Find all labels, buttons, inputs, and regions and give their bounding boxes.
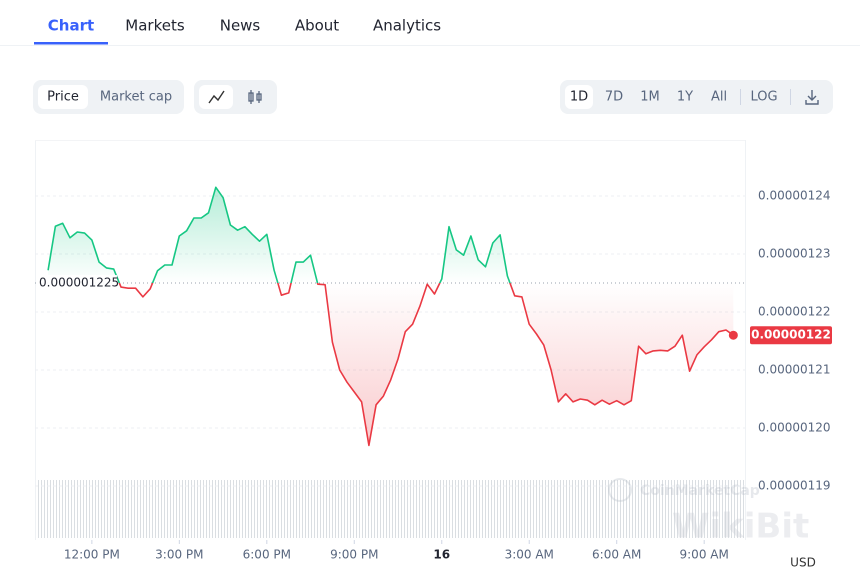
x-tick-label: 9:00 AM: [680, 548, 729, 562]
range-toggle: [560, 80, 833, 114]
y-unit: USD: [790, 556, 816, 570]
watermark-text: CoinMarketCap: [640, 483, 760, 499]
watermark: CoinMarketCap WikiBit: [608, 478, 809, 547]
line-icon: [208, 90, 225, 104]
y-tick-label: 0.00000120: [758, 421, 831, 435]
y-tick-label: 0.00000124: [758, 189, 831, 203]
price-tag-label: 0.00000122: [751, 328, 831, 342]
x-tick-label: 6:00 PM: [243, 548, 291, 562]
tab[interactable]: Analytics: [373, 17, 441, 35]
volume-bars: [35, 480, 745, 538]
x-tick-label: 3:00 PM: [155, 548, 203, 562]
price-line: [47, 186, 734, 447]
log-button[interactable]: LOG: [750, 90, 777, 105]
x-tick-label: 6:00 AM: [592, 548, 641, 562]
active-metric: [38, 85, 88, 109]
tab[interactable]: About: [295, 17, 339, 35]
x-tick-label: 16: [433, 548, 450, 562]
range-button[interactable]: All: [711, 90, 727, 105]
price-area: [48, 187, 734, 446]
x-tick-label: 3:00 AM: [505, 548, 554, 562]
range-button[interactable]: 1Y: [677, 90, 693, 105]
last-point: [728, 330, 738, 340]
range-button[interactable]: 1D: [570, 90, 588, 105]
tab[interactable]: Markets: [125, 17, 185, 35]
download-button[interactable]: [805, 90, 819, 105]
range-button[interactable]: 7D: [605, 90, 623, 105]
metric-button[interactable]: Price: [47, 90, 79, 105]
y-tick-label: 0.00000119: [758, 479, 831, 493]
watermark-text: WikiBit: [672, 507, 809, 547]
candle-icon[interactable]: [248, 90, 262, 104]
price-tag: [750, 326, 832, 345]
y-tick-label: 0.00000121: [758, 363, 831, 377]
line-chart-button[interactable]: [199, 85, 233, 109]
y-tick-label: 0.00000123: [758, 247, 831, 261]
tab[interactable]: News: [220, 17, 261, 35]
active-range: [565, 85, 593, 109]
baseline-label-bg: [37, 275, 117, 291]
metric-button[interactable]: Market cap: [100, 90, 172, 105]
x-tick-label: 12:00 PM: [64, 548, 120, 562]
x-tick-label: 9:00 PM: [330, 548, 378, 562]
y-tick-label: 0.00000122: [758, 305, 831, 319]
tab[interactable]: Chart: [48, 17, 94, 35]
baseline-label: 0.000001225: [39, 276, 119, 290]
active-tab-underline: [34, 42, 108, 45]
range-button[interactable]: 1M: [640, 90, 660, 105]
